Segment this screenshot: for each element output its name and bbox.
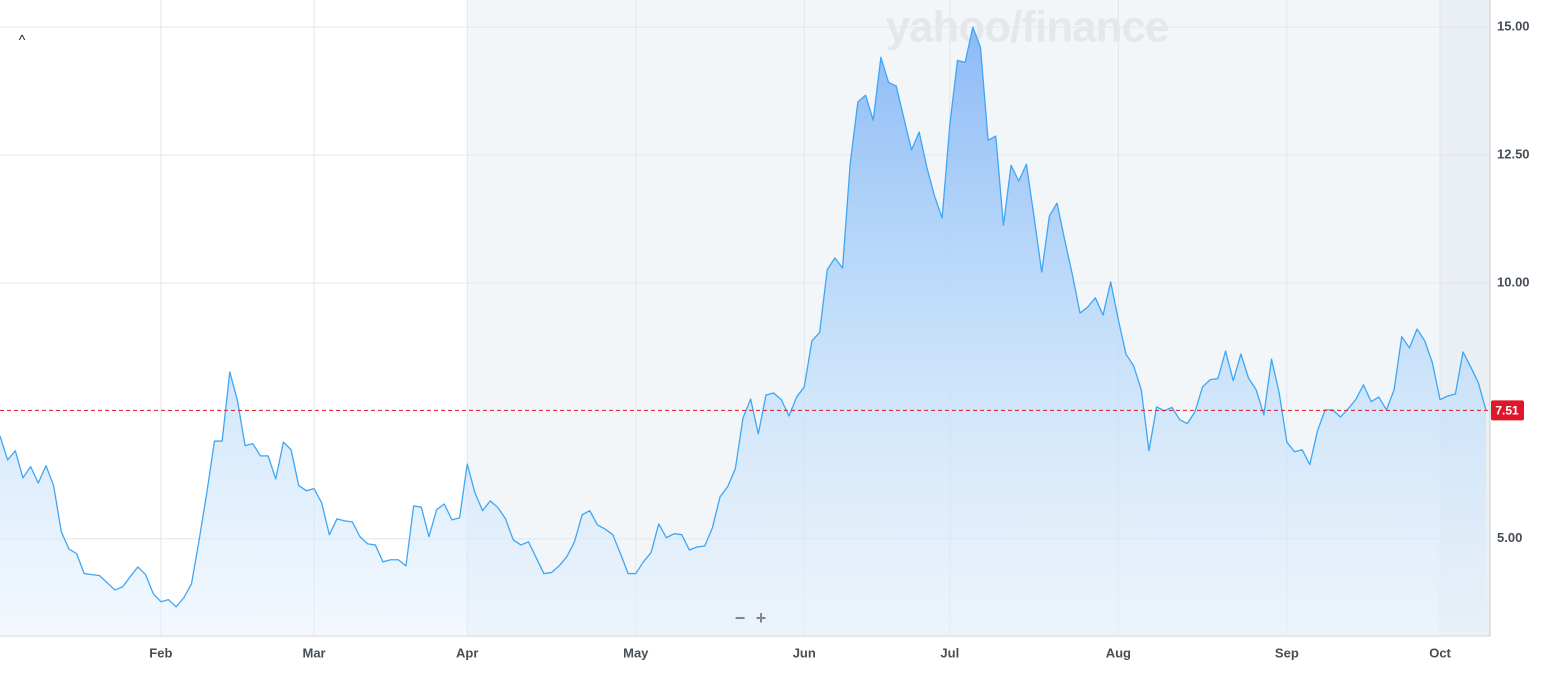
price-label: 7.51 (1495, 404, 1519, 418)
y-tick-label: 15.00 (1497, 19, 1530, 34)
x-tick-label: Jun (793, 645, 816, 660)
x-tick-label: Apr (456, 645, 478, 660)
x-tick-label: Jul (940, 645, 959, 660)
area (0, 27, 1486, 637)
y-tick-label: 10.00 (1497, 274, 1530, 289)
x-tick-label: Sep (1275, 645, 1299, 660)
x-tick-label: Feb (149, 645, 172, 660)
y-tick-label: 12.50 (1497, 146, 1530, 161)
x-tick-label: May (623, 645, 649, 660)
x-tick-label: Aug (1106, 645, 1131, 660)
price-badge (1491, 400, 1524, 421)
collapse-button[interactable]: ^ (19, 32, 26, 48)
watermark: yahoo/finance (886, 3, 1169, 52)
x-tick-label: Oct (1429, 645, 1451, 660)
price-line (0, 26, 1487, 608)
x-tick-label: Mar (302, 645, 325, 660)
y-tick-label: 5.00 (1497, 530, 1522, 545)
